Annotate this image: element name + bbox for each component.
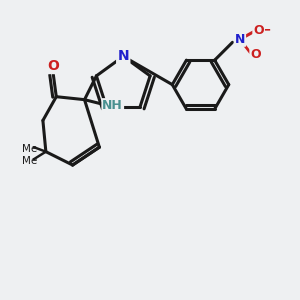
Text: +: + bbox=[255, 22, 264, 32]
Text: O: O bbox=[253, 24, 264, 37]
Text: N: N bbox=[235, 33, 245, 46]
Text: N: N bbox=[117, 50, 129, 63]
Text: NH: NH bbox=[102, 99, 123, 112]
Text: −: − bbox=[260, 22, 271, 36]
Text: Me: Me bbox=[22, 156, 37, 166]
Text: O: O bbox=[250, 48, 261, 61]
Text: O: O bbox=[47, 59, 59, 73]
Text: Me: Me bbox=[22, 144, 37, 154]
